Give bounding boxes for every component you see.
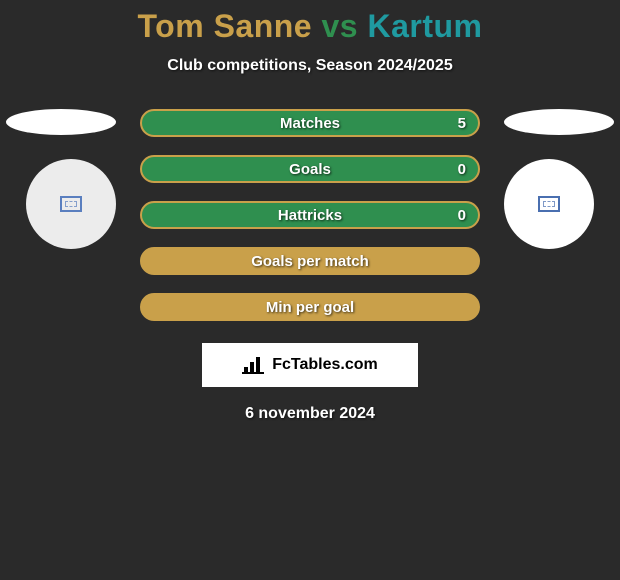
- stat-value: 0: [458, 207, 466, 224]
- stat-label: Goals: [289, 161, 331, 178]
- player-right-name-oval: [504, 109, 614, 135]
- stat-bar-matches: Matches 5: [140, 109, 480, 137]
- title-left: Tom Sanne: [138, 8, 313, 44]
- player-left-avatar: [26, 159, 116, 249]
- stat-label: Matches: [280, 115, 340, 132]
- player-left-name-oval: [6, 109, 116, 135]
- page-title: Tom Sanne vs Kartum: [0, 0, 620, 45]
- stat-label: Goals per match: [251, 253, 369, 270]
- brand-badge: FcTables.com: [202, 343, 418, 387]
- subtitle: Club competitions, Season 2024/2025: [0, 57, 620, 75]
- player-right-avatar: [504, 159, 594, 249]
- stat-label: Hattricks: [278, 207, 342, 224]
- title-vs: vs: [321, 8, 358, 44]
- stat-label: Min per goal: [266, 299, 354, 316]
- stat-value: 0: [458, 161, 466, 178]
- brand-text: FcTables.com: [272, 356, 378, 374]
- title-right: Kartum: [367, 8, 482, 44]
- stat-bar-goals: Goals 0: [140, 155, 480, 183]
- stat-bar-min-per-goal: Min per goal: [140, 293, 480, 321]
- stat-bars: Matches 5 Goals 0 Hattricks 0 Goals per …: [140, 109, 480, 321]
- comparison-panel: Matches 5 Goals 0 Hattricks 0 Goals per …: [0, 109, 620, 423]
- stat-value: 5: [458, 115, 466, 132]
- image-placeholder-icon: [60, 196, 82, 212]
- stat-bar-goals-per-match: Goals per match: [140, 247, 480, 275]
- stat-bar-hattricks: Hattricks 0: [140, 201, 480, 229]
- image-placeholder-icon: [538, 196, 560, 212]
- bar-chart-icon: [242, 355, 266, 375]
- date-text: 6 november 2024: [0, 405, 620, 423]
